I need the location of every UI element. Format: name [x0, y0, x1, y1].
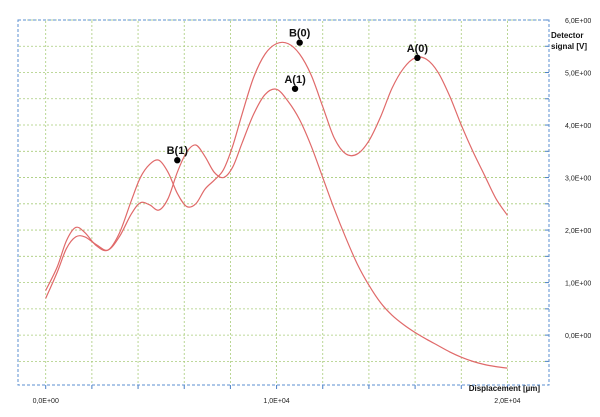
plot-frame — [17, 19, 550, 386]
series-line-1 — [45, 88, 508, 369]
point-label: A(1) — [284, 74, 306, 86]
annotated-points: B(0) A(0) A(1) B(1) — [167, 28, 429, 164]
x-tick-label: 0,0E+00 — [33, 398, 59, 405]
y-tick-label: 5,0E+00 — [565, 71, 591, 78]
y-tick-label: 6,0E+00 — [565, 18, 591, 25]
y-axis-title-line2: signal [V] — [551, 42, 587, 51]
y-tick-label: 3,0E+00 — [565, 176, 591, 183]
y-tick-label: 0,0E+00 — [565, 333, 591, 340]
series-lines — [45, 41, 508, 369]
x-tick-marks: 0,0E+00 1,0E+04 2,0E+04 — [33, 385, 521, 405]
y-tick-label: 1,0E+00 — [565, 281, 591, 288]
grid — [19, 19, 548, 384]
y-tick-label: 4,0E+00 — [565, 123, 591, 130]
point-label: B(0) — [289, 28, 311, 40]
point-label: B(1) — [167, 145, 189, 157]
series-line-2 — [45, 41, 508, 291]
point-marker — [174, 157, 181, 164]
x-axis-title: Displacement [µm] — [469, 384, 541, 393]
x-tick-label: 2,0E+04 — [494, 398, 520, 405]
point-marker — [296, 39, 303, 46]
y-axis-title-line1: Detector — [551, 31, 583, 40]
point-marker — [291, 85, 299, 92]
y-tick-label: 2,0E+00 — [565, 228, 591, 235]
x-tick-label: 1,0E+04 — [263, 398, 289, 405]
point-marker — [414, 54, 421, 62]
point-label: A(0) — [407, 43, 429, 55]
y-tick-marks: 0,0E+00 1,0E+00 2,0E+00 3,0E+00 4,0E+00 5,0E+… — [545, 18, 591, 362]
